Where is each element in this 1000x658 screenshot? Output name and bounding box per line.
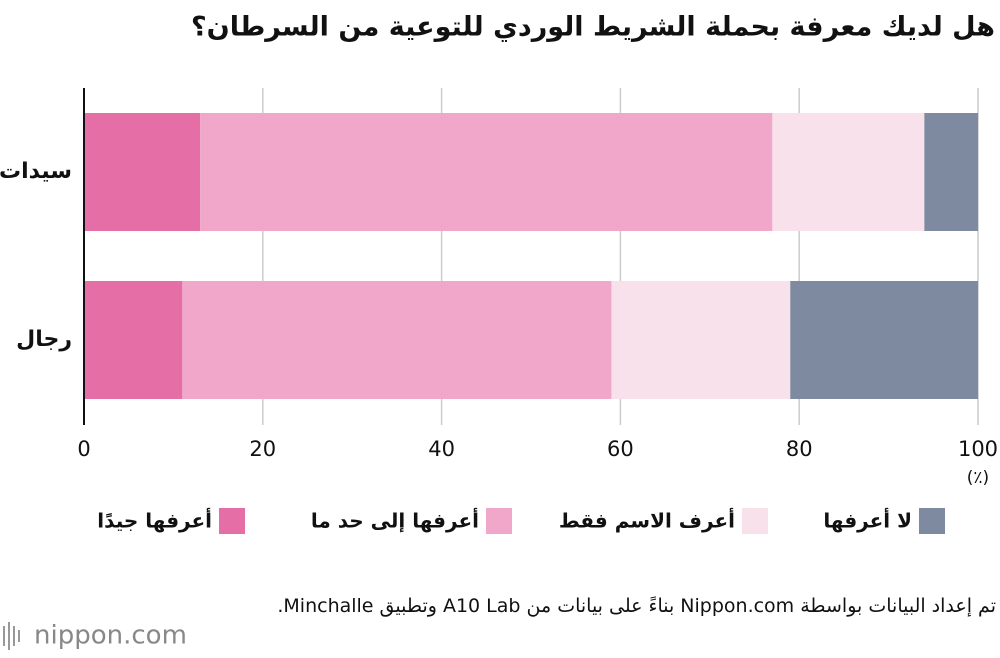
brand: nippon.com <box>34 621 187 651</box>
legend-label: أعرفها إلى حد ما <box>311 507 479 533</box>
legend-label: أعرف الاسم فقط <box>559 507 735 533</box>
x-tick-label: 40 <box>428 437 455 461</box>
bar-segment <box>924 113 978 231</box>
bar-segment <box>772 113 925 231</box>
source-note: تم إعداد البيانات بواسطة Nippon.com بناء… <box>277 595 996 617</box>
brand-icon <box>3 622 20 650</box>
y-tick-label: رجال <box>16 327 72 352</box>
legend-swatch <box>219 508 245 534</box>
legend-swatch <box>486 508 512 534</box>
bar-segment <box>84 281 183 399</box>
bar-segment <box>84 113 201 231</box>
x-unit: (٪) <box>967 468 989 488</box>
legend-swatch <box>919 508 945 534</box>
x-tick-label: 60 <box>607 437 634 461</box>
y-tick-label: سيدات <box>0 159 72 184</box>
x-tick-label: 80 <box>786 437 813 461</box>
chart-title: هل لديك معرفة بحملة الشريط الوردي للتوعي… <box>191 12 995 43</box>
bar-segment <box>790 281 978 399</box>
legend-swatch <box>742 508 768 534</box>
bar-segment <box>182 281 612 399</box>
bar-segment <box>200 113 773 231</box>
x-tick-label: 0 <box>77 437 90 461</box>
bar-segment <box>611 281 791 399</box>
x-tick-label: 20 <box>249 437 276 461</box>
legend-label: لا أعرفها <box>823 507 912 533</box>
x-tick-label: 100 <box>958 437 998 461</box>
legend-label: أعرفها جيدًا <box>97 507 212 533</box>
